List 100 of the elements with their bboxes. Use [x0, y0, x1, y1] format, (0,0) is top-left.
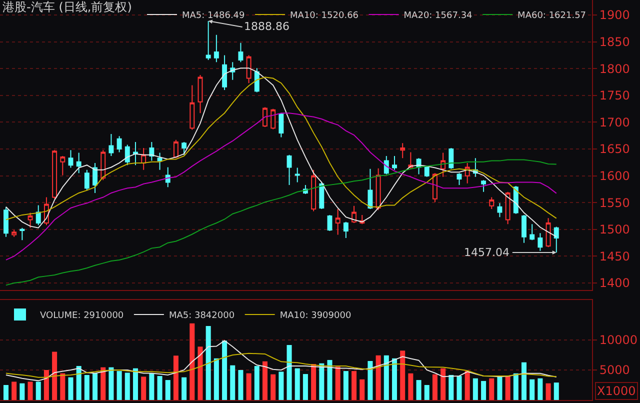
bar [327, 360, 332, 400]
legend-label: MA10: 3909000 [280, 311, 352, 322]
y-tick-label: 10000 [599, 333, 638, 348]
bar [84, 374, 90, 400]
candlestick [182, 142, 187, 156]
candlestick [456, 172, 462, 186]
candlestick [335, 208, 340, 236]
candlestick [100, 150, 106, 181]
y-tick-label: 1500 [599, 222, 630, 237]
bar [497, 376, 502, 400]
bar [190, 323, 195, 400]
y-tick-label: 1750 [599, 88, 630, 103]
bar [286, 344, 292, 400]
candlestick [84, 169, 90, 191]
candlestick [432, 172, 438, 203]
candlestick [116, 136, 122, 153]
candlestick [352, 205, 357, 224]
bar [182, 377, 187, 400]
bar [464, 371, 470, 400]
bar [448, 374, 454, 400]
bar [440, 368, 446, 400]
candlestick [173, 139, 178, 159]
candlestick [52, 150, 58, 200]
bar [432, 374, 438, 400]
candlestick [424, 166, 430, 178]
bar [222, 340, 228, 400]
candlestick [12, 229, 17, 238]
bar [60, 373, 66, 400]
bar [335, 366, 340, 400]
bar [246, 373, 252, 400]
bar [416, 380, 422, 400]
candlestick [28, 212, 33, 228]
candlestick [384, 155, 389, 175]
candlestick [278, 112, 284, 138]
candlestick [141, 147, 146, 170]
candlestick [368, 168, 373, 210]
bar [270, 374, 276, 400]
candlestick [530, 224, 535, 241]
candlestick [440, 152, 446, 178]
candlestick [294, 167, 300, 183]
legend-label: VOLUME: 2910000 [40, 311, 124, 322]
y-tick-label: 1550 [599, 196, 630, 210]
candlestick [343, 221, 348, 238]
bar [214, 358, 219, 400]
bar [92, 373, 98, 400]
bar [198, 346, 203, 400]
y-tick-label: 1850 [599, 35, 630, 50]
legend-label: MA10: 1520.66 [290, 11, 359, 22]
annotation: 1457.04 [464, 246, 510, 259]
bar [505, 376, 510, 400]
bar [28, 382, 33, 400]
bar [311, 364, 316, 400]
candlestick [238, 42, 244, 63]
bar [278, 372, 284, 400]
bar [368, 361, 373, 400]
bar [141, 376, 146, 400]
candlestick [538, 232, 543, 252]
bar [352, 371, 357, 400]
y-tick-label: 1450 [599, 249, 630, 264]
candlestick [262, 106, 268, 128]
candlestick [222, 54, 228, 91]
bar [165, 380, 170, 400]
candlestick [554, 226, 559, 253]
candlestick [20, 227, 25, 241]
candlestick [505, 191, 510, 225]
bar [481, 380, 486, 400]
bar [173, 356, 178, 400]
bar [489, 378, 494, 400]
bar [408, 373, 414, 400]
bar [149, 373, 154, 400]
bar [108, 367, 114, 400]
legend-label: MA5: 1486.49 [182, 11, 246, 22]
candlestick [92, 162, 98, 194]
line-series [5, 159, 557, 286]
bar [319, 363, 324, 400]
candlestick [4, 206, 8, 238]
bar [360, 379, 365, 400]
bar [456, 376, 462, 400]
bar [116, 371, 122, 400]
text: X1000 [597, 384, 636, 398]
candlestick [124, 144, 130, 166]
candlestick [489, 196, 494, 210]
y-tick-label: 5000 [599, 363, 630, 378]
bar [20, 383, 25, 400]
line-series [5, 340, 557, 382]
candlestick [464, 162, 470, 184]
candlestick [60, 155, 66, 176]
candlestick [376, 168, 381, 211]
legend-label: MA5: 3842000 [168, 311, 235, 322]
bar [472, 378, 478, 400]
bar [132, 368, 138, 400]
bar [238, 370, 244, 400]
bar [343, 371, 348, 400]
bar [36, 382, 41, 400]
annotation: 1888.86 [244, 20, 290, 33]
bar [424, 385, 430, 400]
bar [302, 374, 308, 400]
bar [546, 383, 551, 400]
bar [513, 373, 518, 400]
candlestick [497, 202, 502, 218]
